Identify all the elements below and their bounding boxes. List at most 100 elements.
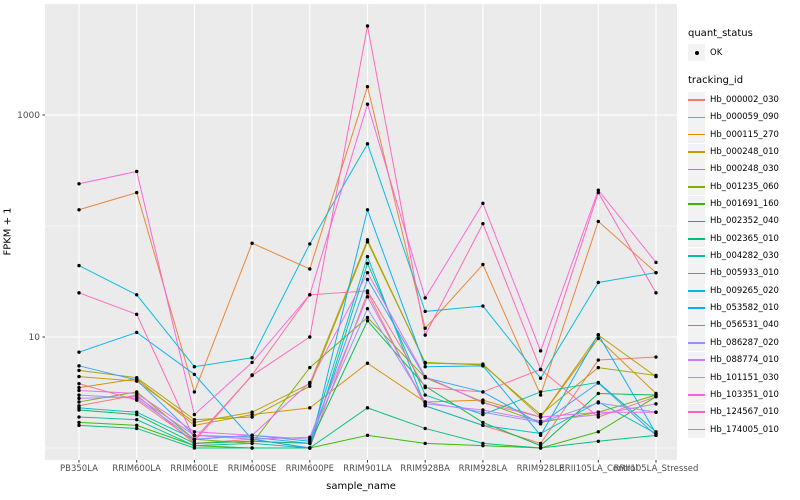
legend-item-label: Hb_002365_010 <box>710 233 779 244</box>
data-point <box>654 355 658 359</box>
data-point <box>308 384 312 388</box>
data-point <box>423 360 427 365</box>
data-point <box>192 420 197 425</box>
data-point <box>77 291 81 295</box>
data-point <box>538 443 543 448</box>
legend-item-Hb_001691_160: Hb_001691_160 <box>688 195 798 213</box>
data-point <box>192 439 197 443</box>
data-point <box>481 441 485 446</box>
data-point <box>77 400 81 404</box>
line-key-icon <box>688 369 705 387</box>
data-point <box>423 309 427 314</box>
data-point <box>192 417 197 422</box>
data-point <box>77 364 81 368</box>
data-point <box>654 402 658 406</box>
data-point <box>308 335 312 339</box>
data-point <box>538 376 543 380</box>
data-point <box>423 426 427 431</box>
data-point <box>423 296 427 300</box>
legend-item-Hb_002352_040: Hb_002352_040 <box>688 212 798 230</box>
data-point <box>365 277 370 282</box>
data-point <box>135 394 139 399</box>
line-key-icon <box>688 403 705 421</box>
data-point <box>192 446 197 450</box>
line-key-icon <box>688 334 705 352</box>
data-point <box>77 406 81 410</box>
data-point <box>250 360 254 365</box>
data-point <box>135 417 139 422</box>
data-point <box>365 295 370 299</box>
legend-item-Hb_000248_010: Hb_000248_010 <box>688 143 798 161</box>
legend-item-Hb_005933_010: Hb_005933_010 <box>688 264 798 282</box>
data-point <box>250 446 254 450</box>
line-key-icon <box>688 108 705 126</box>
data-point <box>365 315 370 320</box>
data-point <box>365 270 370 275</box>
legend-item-Hb_000059_090: Hb_000059_090 <box>688 108 798 126</box>
data-point <box>77 393 81 397</box>
data-point <box>596 439 600 443</box>
data-point <box>135 190 139 195</box>
legend-item-Hb_101151_030: Hb_101151_030 <box>688 369 798 387</box>
data-point <box>423 393 427 397</box>
data-point <box>192 365 197 369</box>
data-point <box>596 219 600 224</box>
data-point <box>596 280 600 285</box>
legend-item-Hb_086287_020: Hb_086287_020 <box>688 334 798 352</box>
line-key-icon <box>688 212 705 230</box>
legend-tracking-id: tracking_id Hb_000002_030 Hb_000059_090 Hb… <box>688 75 798 439</box>
data-point <box>423 326 427 330</box>
data-point <box>135 293 139 297</box>
line-key-icon <box>688 91 705 109</box>
data-point <box>423 333 427 337</box>
x-tick-label: RRIM928LA <box>459 464 508 474</box>
data-point <box>135 398 139 402</box>
data-point <box>481 390 485 394</box>
legend-item-label: Hb_000002_030 <box>710 95 779 106</box>
data-point <box>481 221 485 226</box>
data-point <box>538 367 543 372</box>
line-key-icon <box>688 126 705 144</box>
data-point <box>365 84 370 89</box>
legend-item-label: Hb_000115_270 <box>710 129 779 140</box>
data-point <box>77 385 81 390</box>
legend-quant-status-title: quant_status <box>688 28 753 39</box>
data-point <box>481 262 485 267</box>
data-point <box>308 380 312 385</box>
data-point <box>596 391 600 396</box>
data-point <box>250 373 254 377</box>
data-point <box>654 410 658 414</box>
x-tick-label: RRIM901LA <box>343 464 392 474</box>
x-tick-label: RRIM600SE <box>228 464 277 474</box>
data-point <box>192 433 197 438</box>
legend-item-label: Hb_053582_010 <box>710 303 779 314</box>
legend-item-Hb_000248_030: Hb_000248_030 <box>688 160 798 178</box>
data-point <box>308 435 312 439</box>
data-point <box>365 289 370 293</box>
legend-item-Hb_088774_010: Hb_088774_010 <box>688 351 798 369</box>
legend-item-label: Hb_124567_010 <box>710 407 779 418</box>
data-point <box>135 312 139 317</box>
legend-item-Hb_053582_010: Hb_053582_010 <box>688 299 798 317</box>
data-point <box>77 350 81 354</box>
legend: quant_status OK tracking_id Hb_000002_03… <box>688 28 798 439</box>
line-key-icon <box>688 195 705 213</box>
data-point <box>423 385 427 390</box>
legend-item-Hb_103351_010: Hb_103351_010 <box>688 386 798 404</box>
line-key-icon <box>688 230 705 248</box>
legend-item-label: Hb_005933_010 <box>710 268 779 279</box>
data-point <box>481 401 485 405</box>
line-key-icon <box>688 299 705 317</box>
data-point <box>538 446 543 450</box>
data-point <box>77 374 81 379</box>
data-point <box>192 430 197 434</box>
legend-item-label: Hb_174005_010 <box>710 424 779 435</box>
legend-item-label: Hb_000248_030 <box>710 164 779 175</box>
legend-item-Hb_004282_030: Hb_004282_030 <box>688 247 798 265</box>
data-point <box>596 188 600 192</box>
legend-item-Hb_002365_010: Hb_002365_010 <box>688 230 798 248</box>
data-point <box>192 412 197 417</box>
data-point <box>365 240 370 244</box>
legend-entries: Hb_000002_030 Hb_000059_090 Hb_000115_270 H… <box>688 91 798 439</box>
